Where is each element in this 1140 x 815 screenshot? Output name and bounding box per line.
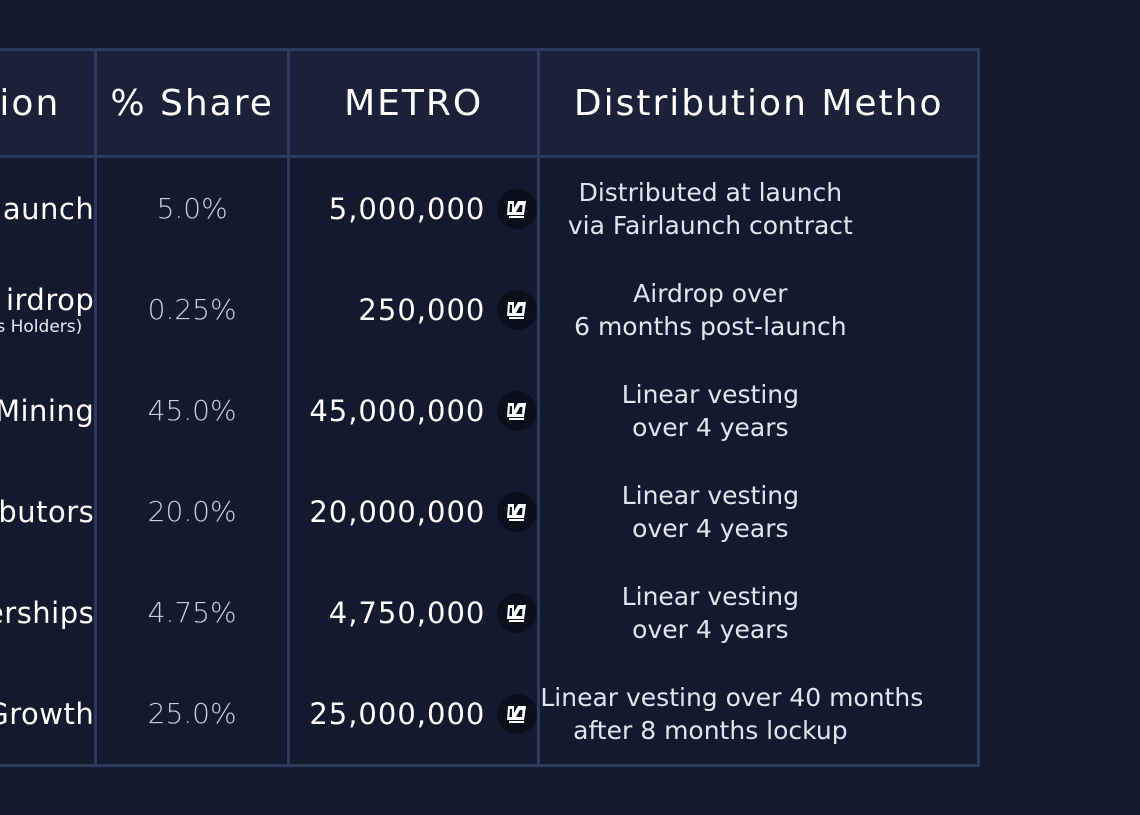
metro-cell: 4,750,000 [287, 562, 541, 663]
distribution-line: Linear vesting [621, 581, 800, 611]
allocation-cell: re Growth [0, 663, 98, 767]
metro-logo-icon [497, 693, 538, 734]
distribution-line: Airdrop over [633, 278, 788, 308]
allocation-name: re Growth [0, 696, 95, 731]
share-cell: 25.0% [94, 663, 291, 767]
allocation-cell: dity Mining [0, 360, 98, 461]
header-distribution: Distribution Metho [537, 48, 980, 158]
allocation-name: dity Mining [0, 393, 95, 428]
allocation-name: nerships [0, 595, 95, 630]
allocation-cell: Fairlaunch [0, 156, 98, 259]
distribution-cell: Airdrop over 6 months post-launch [537, 259, 980, 360]
metro-logo-icon [497, 289, 538, 330]
metro-logo-icon [497, 390, 538, 431]
table-row: dity Mining 45.0% 45,000,000 Linear vest… [0, 360, 980, 461]
share-cell: 20.0% [94, 461, 291, 562]
distribution-line: via Fairlaunch contract [567, 210, 853, 240]
metro-logo-icon [497, 188, 538, 229]
distribution-line: Linear vesting over 40 months [540, 682, 924, 712]
distribution-line: over 4 years [632, 412, 789, 442]
distribution-line: Distributed at launch [578, 177, 843, 207]
distribution-cell: Linear vesting over 4 years [537, 461, 980, 562]
table-row: Fairlaunch 5.0% 5,000,000 Distributed at… [0, 156, 980, 259]
metro-amount: 45,000,000 [309, 393, 486, 428]
distribution-cell: Linear vesting over 4 years [537, 562, 980, 663]
metro-cell: 20,000,000 [287, 461, 541, 562]
distribution-line: after 8 months lockup [573, 715, 848, 745]
header-allocation: ocation [0, 48, 98, 158]
metro-amount: 25,000,000 [309, 696, 486, 731]
table-row: irdrop IIX NFTs Holders) 0.25% 250,000 A… [0, 259, 980, 360]
distribution-cell: Linear vesting over 4 years [537, 360, 980, 461]
metro-logo-icon [497, 491, 538, 532]
table-row: ontributors 20.0% 20,000,000 Linear vest… [0, 461, 980, 562]
distribution-line: 6 months post-launch [574, 311, 847, 341]
share-cell: 4.75% [94, 562, 291, 663]
allocation-cell: irdrop IIX NFTs Holders) [0, 259, 98, 360]
metro-amount: 4,750,000 [328, 595, 486, 630]
share-cell: 5.0% [94, 156, 291, 259]
allocation-name: irdrop [5, 282, 95, 317]
metro-cell: 45,000,000 [287, 360, 541, 461]
header-share: % Share [94, 48, 291, 158]
table-row: nerships 4.75% 4,750,000 Linear vesting … [0, 562, 980, 663]
metro-amount: 5,000,000 [328, 191, 486, 226]
metro-cell: 25,000,000 [287, 663, 541, 767]
table-row: re Growth 25.0% 25,000,000 Linear vestin… [0, 663, 980, 767]
header-metro: METRO [287, 48, 541, 158]
metro-cell: 250,000 [287, 259, 541, 360]
allocation-name: Fairlaunch [0, 191, 95, 226]
table-body: Fairlaunch 5.0% 5,000,000 Distributed at… [0, 156, 980, 767]
table-header: ocation % Share METRO Distribution Metho [0, 48, 980, 158]
allocation-cell: ontributors [0, 461, 98, 562]
distribution-line: Linear vesting [621, 379, 800, 409]
distribution-cell: Linear vesting over 40 months after 8 mo… [537, 663, 980, 767]
distribution-line: Linear vesting [621, 480, 800, 510]
distribution-line: over 4 years [632, 614, 789, 644]
distribution-cell: Distributed at launch via Fairlaunch con… [537, 156, 980, 259]
metro-amount: 20,000,000 [309, 494, 486, 529]
token-allocation-table: ocation % Share METRO Distribution Metho… [0, 48, 980, 767]
allocation-subtitle: IIX NFTs Holders) [0, 316, 83, 337]
header-row: ocation % Share METRO Distribution Metho [0, 48, 980, 158]
metro-amount: 250,000 [358, 292, 486, 327]
allocation-cell: nerships [0, 562, 98, 663]
share-cell: 0.25% [94, 259, 291, 360]
distribution-line: over 4 years [632, 513, 789, 543]
share-cell: 45.0% [94, 360, 291, 461]
metro-logo-icon [497, 592, 538, 633]
metro-cell: 5,000,000 [287, 156, 541, 259]
allocation-name: ontributors [0, 494, 95, 529]
